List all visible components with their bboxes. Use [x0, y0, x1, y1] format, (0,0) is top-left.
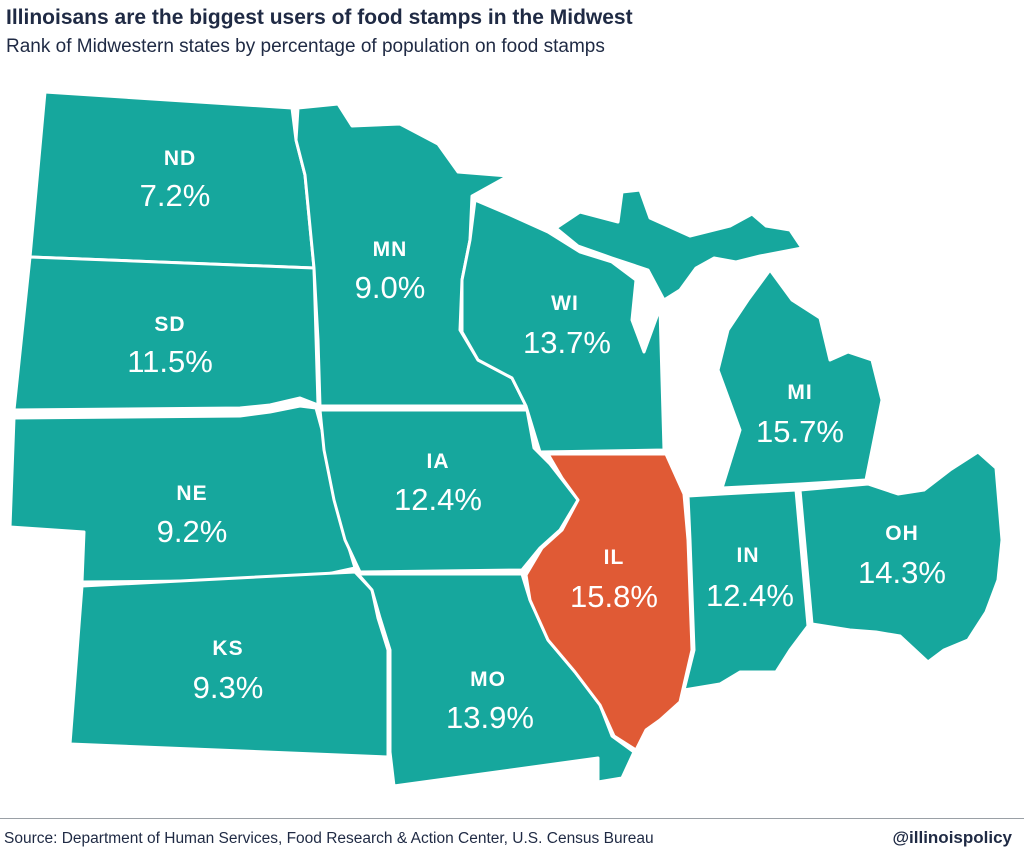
source-note: Source: Department of Human Services, Fo…: [4, 830, 654, 847]
social-handle: @illinoispolicy: [892, 828, 1012, 847]
label-ia-code: IA: [427, 450, 450, 473]
label-ks-value: 9.3%: [193, 670, 264, 705]
label-mo: MO 13.9%: [446, 668, 534, 735]
label-mo-value: 13.9%: [446, 700, 534, 735]
label-ne-value: 9.2%: [157, 514, 228, 549]
label-ks: KS 9.3%: [193, 637, 264, 705]
label-nd: ND 7.2%: [140, 147, 211, 213]
label-mi-code: MI: [787, 381, 812, 404]
label-il-value: 15.8%: [570, 579, 658, 614]
label-oh: OH 14.3%: [858, 522, 946, 590]
chart-subtitle: Rank of Midwestern states by percentage …: [6, 36, 605, 57]
state-ks: [68, 570, 390, 759]
label-mn-code: MN: [373, 238, 408, 261]
label-oh-value: 14.3%: [858, 555, 946, 590]
label-sd-value: 11.5%: [127, 344, 213, 379]
state-oh: [798, 450, 1004, 664]
label-ne-code: NE: [176, 482, 207, 505]
state-wi: [460, 198, 666, 454]
label-in-code: IN: [737, 544, 760, 567]
label-mi-value: 15.7%: [756, 414, 844, 449]
chart-title: Illinoisans are the biggest users of foo…: [6, 6, 633, 29]
label-il: IL 15.8%: [570, 546, 658, 614]
state-mi-lower: [716, 268, 884, 490]
label-mn-value: 9.0%: [355, 270, 426, 305]
label-ia: IA 12.4%: [394, 450, 482, 517]
label-in: IN 12.4%: [706, 544, 794, 613]
footer-divider: [0, 818, 1024, 819]
label-nd-code: ND: [164, 147, 196, 170]
label-mi: MI 15.7%: [756, 381, 844, 449]
label-sd: SD 11.5%: [127, 313, 213, 379]
label-wi-value: 13.7%: [523, 325, 611, 360]
label-ia-value: 12.4%: [394, 482, 482, 517]
label-il-code: IL: [604, 546, 625, 569]
label-in-value: 12.4%: [706, 578, 794, 613]
label-ks-code: KS: [212, 637, 243, 660]
state-il: [524, 452, 694, 752]
state-in: [682, 488, 810, 692]
label-wi-code: WI: [551, 292, 579, 315]
label-nd-value: 7.2%: [140, 178, 211, 213]
label-mo-code: MO: [470, 668, 506, 691]
label-oh-code: OH: [885, 522, 919, 545]
label-mn: MN 9.0%: [355, 238, 426, 305]
label-sd-code: SD: [154, 313, 185, 336]
label-ne: NE 9.2%: [157, 482, 228, 549]
state-mi-upper: [554, 188, 804, 302]
label-wi: WI 13.7%: [523, 292, 611, 360]
state-ia: [318, 408, 580, 574]
